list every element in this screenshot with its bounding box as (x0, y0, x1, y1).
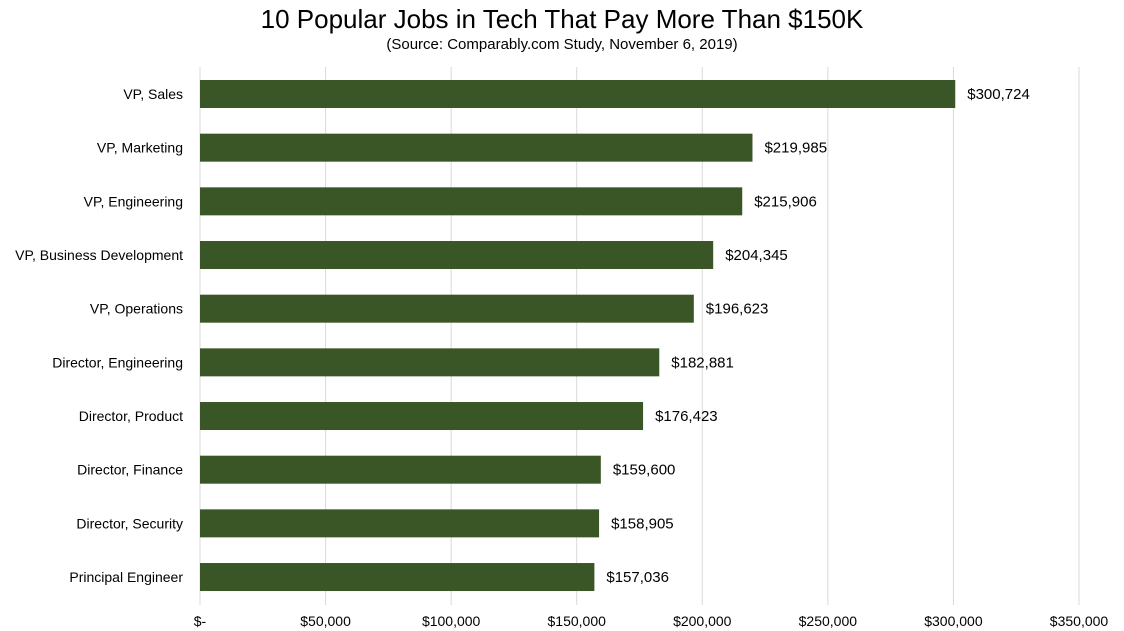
x-tick-label: $150,000 (548, 613, 607, 629)
x-tick-label: $250,000 (799, 613, 858, 629)
category-label: Principal Engineer (69, 569, 183, 585)
data-label: $176,423 (655, 408, 718, 425)
data-label: $219,985 (764, 140, 827, 157)
category-label: Director, Finance (77, 462, 183, 478)
chart-title: 10 Popular Jobs in Tech That Pay More Th… (260, 4, 864, 34)
category-label: Director, Product (79, 408, 183, 424)
bar (200, 563, 595, 592)
x-tick-label: $350,000 (1050, 613, 1109, 629)
category-label: VP, Business Development (15, 247, 183, 263)
bar (200, 455, 601, 484)
bar (200, 402, 644, 431)
data-label: $204,345 (725, 247, 788, 264)
bar (200, 80, 956, 108)
category-label: VP, Engineering (84, 193, 183, 209)
data-label: $196,623 (706, 301, 769, 318)
data-label: $215,906 (754, 193, 817, 210)
data-label: $157,036 (606, 569, 669, 586)
x-tick-label: $50,000 (300, 613, 351, 629)
bar (200, 348, 660, 377)
category-label: Director, Security (76, 515, 183, 531)
bar (200, 133, 753, 162)
bar (200, 509, 600, 538)
category-label: VP, Operations (90, 301, 183, 317)
bar (200, 294, 694, 323)
bar (200, 241, 714, 270)
data-label: $159,600 (613, 462, 676, 479)
chart-subtitle: (Source: Comparably.com Study, November … (386, 36, 738, 53)
x-tick-label: $100,000 (422, 613, 481, 629)
category-label: VP, Marketing (97, 140, 183, 156)
category-label: VP, Sales (123, 86, 183, 102)
data-label: $182,881 (671, 354, 734, 371)
data-label: $158,905 (611, 515, 674, 532)
x-tick-label: $- (194, 613, 207, 629)
x-tick-label: $300,000 (924, 613, 983, 629)
bar (200, 187, 743, 216)
data-label: $300,724 (967, 86, 1030, 103)
x-tick-label: $200,000 (673, 613, 732, 629)
category-label: Director, Engineering (52, 354, 183, 370)
